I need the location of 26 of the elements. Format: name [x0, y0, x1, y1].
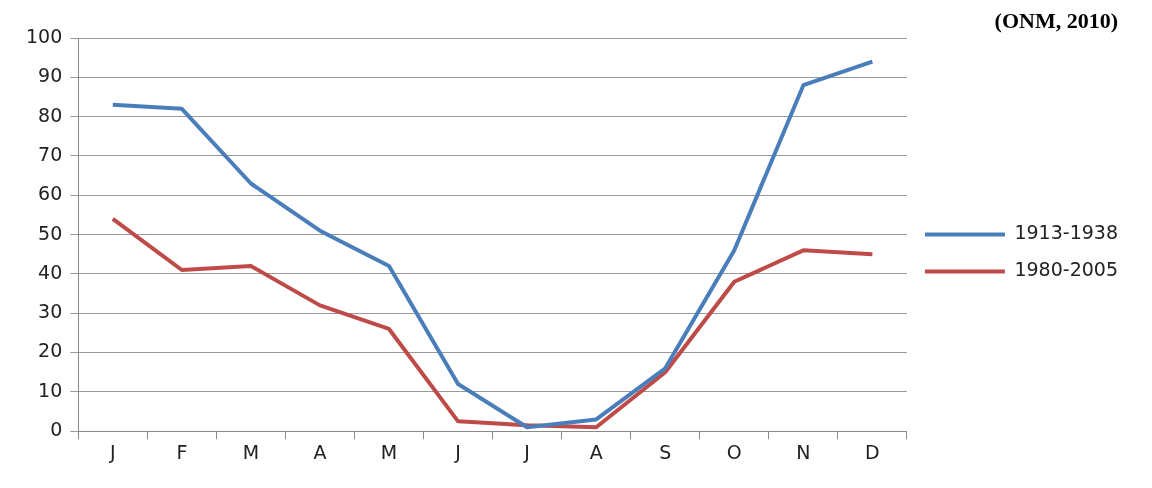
x-tick-label: A [589, 440, 603, 463]
y-tick-label: 70 [38, 142, 63, 165]
y-tick-label: 40 [38, 260, 63, 283]
x-tick-label: M [242, 440, 260, 463]
x-tick-label: N [796, 440, 811, 463]
y-tick-label: 90 [38, 64, 63, 87]
y-tick-label: 0 [50, 418, 63, 441]
y-tick-label: 30 [38, 300, 63, 323]
text: (ONM, 2010) [994, 8, 1118, 34]
y-tick-label: 60 [38, 182, 63, 205]
x-tick-label: J [108, 440, 116, 463]
y-tick-label: 80 [38, 103, 63, 126]
x-tick-label: F [176, 440, 188, 463]
y-tick-label: 20 [38, 339, 63, 362]
legend-label: 1913-1938 [1014, 221, 1119, 244]
x-tick-label: A [313, 440, 327, 463]
x-tick-label: J [523, 440, 530, 463]
y-tick-label: 50 [38, 221, 63, 244]
x-tick-label: S [659, 440, 672, 463]
legend-label: 1980-2005 [1014, 258, 1119, 281]
x-tick-label: M [380, 440, 398, 463]
x-tick-label: J [454, 440, 461, 463]
x-tick-label: D [865, 440, 880, 463]
x-tick-label: O [726, 440, 742, 463]
y-tick-label: 10 [38, 378, 63, 401]
y-tick-label: 100 [26, 24, 63, 47]
